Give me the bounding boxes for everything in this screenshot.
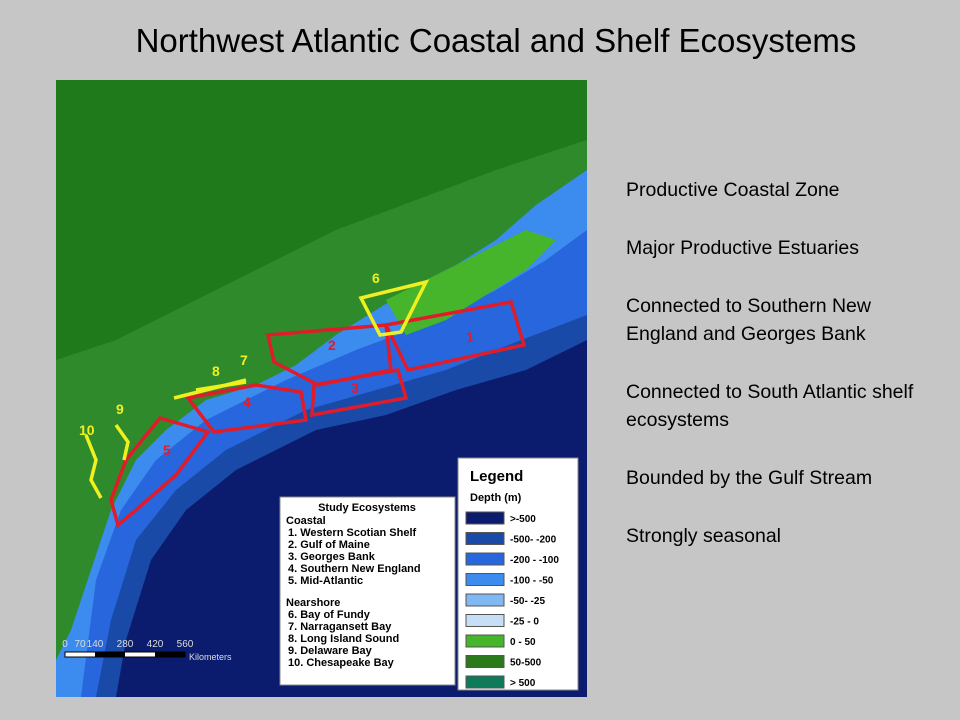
scale-bar-segment (95, 652, 125, 657)
scale-unit: Kilometers (189, 652, 232, 662)
study-item: 7. Narragansett Bay (288, 621, 392, 633)
region-label: 7 (240, 352, 248, 368)
study-title: Study Ecosystems (318, 502, 416, 514)
scale-bar: 0 70 140 280 420 560 Kilometers (62, 639, 232, 662)
study-item: 1. Western Scotian Shelf (288, 527, 417, 539)
scale-label: 140 (87, 639, 104, 650)
region-label: 1 (466, 329, 474, 345)
region-label: 4 (243, 394, 251, 410)
region-label: 9 (116, 401, 124, 417)
region-label: 8 (212, 363, 220, 379)
region-outline (383, 299, 527, 372)
study-box (279, 496, 456, 686)
legend-swatch (465, 532, 505, 545)
legend-label: -50- -25 (510, 596, 545, 607)
study-group: Coastal (286, 515, 326, 527)
study-item: 8. Long Island Sound (288, 633, 399, 645)
region-label: 10 (79, 422, 95, 438)
legend-subtitle: Depth (m) (470, 492, 522, 504)
legend-swatch (465, 675, 505, 689)
scale-bar-segment (155, 652, 185, 657)
region-label: 6 (372, 270, 380, 286)
legend-swatch (465, 573, 505, 586)
region-outline (184, 383, 309, 434)
coastal-regions (109, 299, 527, 529)
bullet-list: Productive Coastal Zone Major Productive … (626, 176, 946, 580)
bullet: Bounded by the Gulf Stream (626, 467, 873, 489)
study-item: 5. Mid-Atlantic (288, 575, 363, 587)
legend-swatch (465, 593, 505, 607)
region-label: 5 (163, 442, 171, 458)
legend-label: -500- -200 (510, 535, 557, 546)
study-item: 3. Georges Bank (288, 551, 376, 563)
legend-label: -25 - 0 (510, 617, 539, 628)
bullet: Connected to South Atlantic shelf ecosys… (626, 381, 914, 431)
nearshore-regions (84, 279, 430, 499)
legend-label: -200 - -100 (510, 555, 559, 566)
region-outline (84, 434, 103, 499)
study-item: 10. Chesapeake Bay (288, 657, 395, 669)
scale-label: 280 (117, 639, 134, 650)
study-item: 9. Delaware Bay (288, 645, 373, 657)
region-outline (358, 279, 430, 337)
land-high (56, 80, 587, 360)
bullet: Connected to Southern New England and Ge… (626, 295, 871, 345)
peninsula (386, 230, 556, 335)
study-item: 6. Bay of Fundy (288, 609, 371, 621)
slide-title: Northwest Atlantic Coastal and Shelf Eco… (135, 22, 857, 59)
study-item: 4. Southern New England (288, 563, 421, 575)
region-labels: 1 2 3 4 5 6 7 8 9 10 (79, 270, 474, 458)
legend-label: 50-500 (510, 658, 542, 669)
legend-swatch (465, 655, 505, 668)
legend-swatch (465, 634, 505, 648)
legend-swatch (465, 614, 505, 627)
legend-label: >-500 (510, 514, 536, 525)
legend: Legend Depth (m) >-500 -500- -200 -200 - -10… (465, 468, 559, 689)
bullet: Major Productive Estuaries (626, 237, 860, 259)
region-outline (114, 423, 130, 461)
legend-label: > 500 (510, 678, 536, 689)
legend-label: -100 - -50 (510, 576, 554, 587)
region-outline (195, 380, 247, 392)
region-outline (310, 367, 409, 418)
scale-label: 0 (62, 639, 68, 650)
scale-label: 560 (177, 639, 194, 650)
scale-label: 420 (147, 639, 164, 650)
legend-swatch (465, 511, 505, 525)
study-group: Nearshore (286, 597, 340, 609)
legend-label: 0 - 50 (510, 637, 536, 648)
bullet: Strongly seasonal (626, 525, 782, 547)
legend-swatch (465, 552, 505, 566)
region-outline (109, 415, 211, 529)
region-label: 3 (351, 380, 359, 396)
region-label: 2 (328, 337, 336, 353)
legend-title: Legend (470, 468, 523, 485)
study-item: 2. Gulf of Maine (288, 539, 370, 551)
bullet: Productive Coastal Zone (626, 179, 840, 201)
scale-label: 70 (74, 639, 86, 650)
